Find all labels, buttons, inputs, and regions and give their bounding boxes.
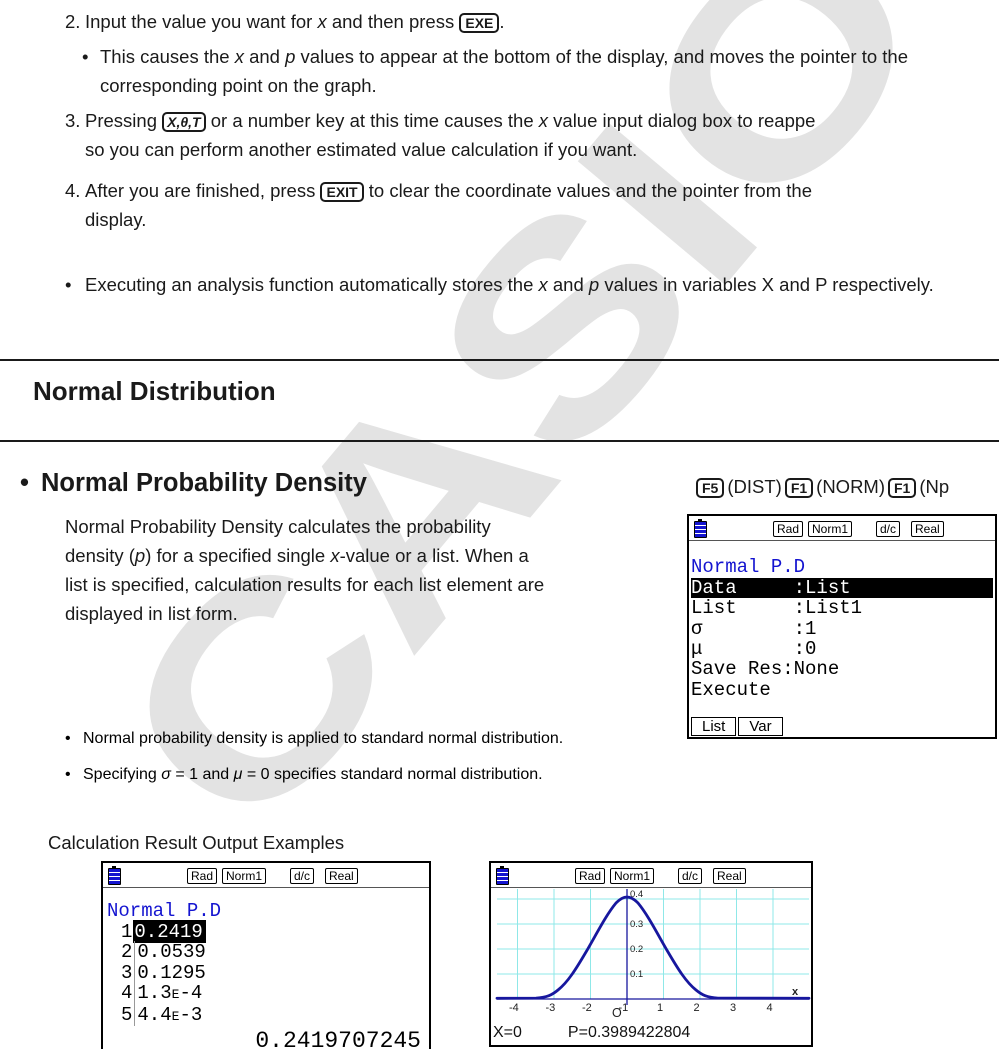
svg-text:0.2: 0.2 (630, 944, 643, 955)
svg-text:1: 1 (657, 1002, 663, 1014)
svg-text:-3: -3 (546, 1002, 556, 1014)
svg-text:0.1: 0.1 (630, 969, 643, 980)
svg-text:-2: -2 (582, 1002, 592, 1014)
svg-text:3: 3 (730, 1002, 736, 1014)
svg-text:0.3: 0.3 (630, 919, 643, 930)
svg-text:4: 4 (767, 1002, 773, 1014)
svg-text:0.4: 0.4 (630, 889, 643, 900)
svg-text:O: O (612, 1006, 622, 1020)
svg-text:2: 2 (694, 1002, 700, 1014)
svg-text:x: x (792, 986, 799, 998)
svg-text:-4: -4 (509, 1002, 519, 1014)
